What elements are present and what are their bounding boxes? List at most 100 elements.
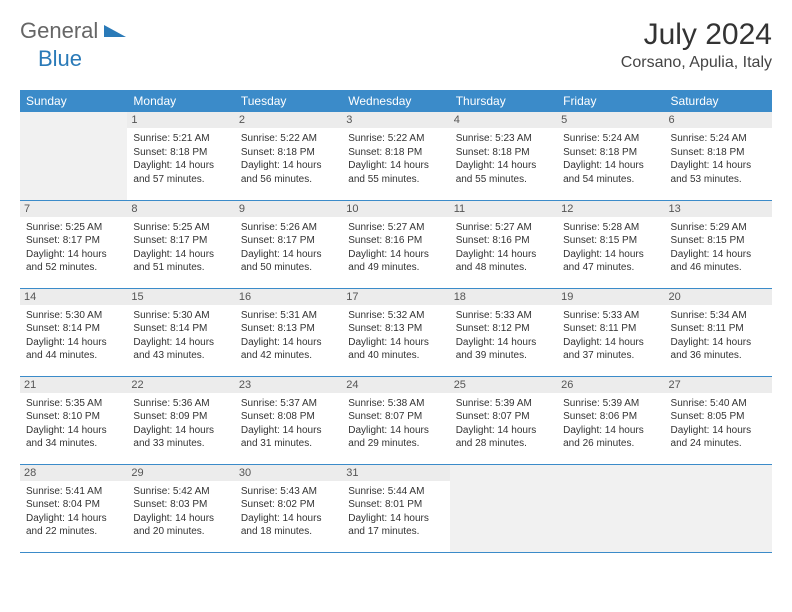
- day-info: Sunrise: 5:25 AMSunset: 8:17 PMDaylight:…: [26, 221, 121, 275]
- calendar-day-cell: 6 Sunrise: 5:24 AMSunset: 8:18 PMDaylight…: [665, 112, 772, 200]
- day-info: Sunrise: 5:39 AMSunset: 8:06 PMDaylight:…: [563, 397, 658, 451]
- calendar-day-cell: 4 Sunrise: 5:23 AMSunset: 8:18 PMDaylight…: [450, 112, 557, 200]
- day-number: 26: [557, 377, 664, 393]
- day-info: Sunrise: 5:33 AMSunset: 8:12 PMDaylight:…: [456, 309, 551, 363]
- calendar-empty-cell: [20, 112, 127, 200]
- day-number: 22: [127, 377, 234, 393]
- calendar-day-cell: 18 Sunrise: 5:33 AMSunset: 8:12 PMDayligh…: [450, 288, 557, 376]
- calendar-day-cell: 25 Sunrise: 5:39 AMSunset: 8:07 PMDayligh…: [450, 376, 557, 464]
- day-number: 16: [235, 289, 342, 305]
- day-number: 18: [450, 289, 557, 305]
- day-info: Sunrise: 5:30 AMSunset: 8:14 PMDaylight:…: [133, 309, 228, 363]
- day-number: 6: [665, 112, 772, 128]
- calendar-day-cell: 31 Sunrise: 5:44 AMSunset: 8:01 PMDayligh…: [342, 464, 449, 552]
- day-number: 15: [127, 289, 234, 305]
- day-number: 21: [20, 377, 127, 393]
- calendar-day-cell: 12Sunrise: 5:28 AMSunset: 8:15 PMDayligh…: [557, 200, 664, 288]
- day-info: Sunrise: 5:43 AMSunset: 8:02 PMDaylight:…: [241, 485, 336, 539]
- weekday-header: Friday: [557, 90, 664, 112]
- calendar-day-cell: 17 Sunrise: 5:32 AMSunset: 8:13 PMDayligh…: [342, 288, 449, 376]
- day-number: 24: [342, 377, 449, 393]
- day-number: 23: [235, 377, 342, 393]
- calendar-day-cell: 7 Sunrise: 5:25 AMSunset: 8:17 PMDaylight…: [20, 200, 127, 288]
- calendar-day-cell: 26 Sunrise: 5:39 AMSunset: 8:06 PMDayligh…: [557, 376, 664, 464]
- calendar-day-cell: 2Sunrise: 5:22 AMSunset: 8:18 PMDaylight…: [235, 112, 342, 200]
- day-info: Sunrise: 5:34 AMSunset: 8:11 PMDaylight:…: [671, 309, 766, 363]
- calendar-day-cell: 11 Sunrise: 5:27 AMSunset: 8:16 PMDayligh…: [450, 200, 557, 288]
- day-info: Sunrise: 5:42 AMSunset: 8:03 PMDaylight:…: [133, 485, 228, 539]
- day-info: Sunrise: 5:32 AMSunset: 8:13 PMDaylight:…: [348, 309, 443, 363]
- day-info: Sunrise: 5:37 AMSunset: 8:08 PMDaylight:…: [241, 397, 336, 451]
- calendar-day-cell: 9Sunrise: 5:26 AMSunset: 8:17 PMDaylight…: [235, 200, 342, 288]
- calendar-day-cell: 3 Sunrise: 5:22 AMSunset: 8:18 PMDaylight…: [342, 112, 449, 200]
- day-info: Sunrise: 5:27 AMSunset: 8:16 PMDaylight:…: [348, 221, 443, 275]
- calendar-body: 1 Sunrise: 5:21 AMSunset: 8:18 PMDaylight…: [20, 112, 772, 552]
- day-info: Sunrise: 5:27 AMSunset: 8:16 PMDaylight:…: [456, 221, 551, 275]
- calendar-day-cell: 1 Sunrise: 5:21 AMSunset: 8:18 PMDaylight…: [127, 112, 234, 200]
- calendar-day-cell: 30 Sunrise: 5:43 AMSunset: 8:02 PMDayligh…: [235, 464, 342, 552]
- day-number: 28: [20, 465, 127, 481]
- calendar-row: 1 Sunrise: 5:21 AMSunset: 8:18 PMDaylight…: [20, 112, 772, 200]
- calendar-day-cell: 10 Sunrise: 5:27 AMSunset: 8:16 PMDayligh…: [342, 200, 449, 288]
- day-info: Sunrise: 5:25 AMSunset: 8:17 PMDaylight:…: [133, 221, 228, 275]
- day-number: 8: [127, 201, 234, 217]
- day-number: 11: [450, 201, 557, 217]
- day-number: 31: [342, 465, 449, 481]
- day-info: Sunrise: 5:39 AMSunset: 8:07 PMDaylight:…: [456, 397, 551, 451]
- calendar-day-cell: 22 Sunrise: 5:36 AMSunset: 8:09 PMDayligh…: [127, 376, 234, 464]
- calendar-day-cell: 29 Sunrise: 5:42 AMSunset: 8:03 PMDayligh…: [127, 464, 234, 552]
- logo-text-blue: Blue: [38, 46, 82, 72]
- day-number: 17: [342, 289, 449, 305]
- calendar-day-cell: 21 Sunrise: 5:35 AMSunset: 8:10 PMDayligh…: [20, 376, 127, 464]
- day-info: Sunrise: 5:22 AMSunset: 8:18 PMDaylight:…: [241, 132, 336, 186]
- calendar-row: 14 Sunrise: 5:30 AMSunset: 8:14 PMDayligh…: [20, 288, 772, 376]
- day-number: 4: [450, 112, 557, 128]
- weekday-header: Sunday: [20, 90, 127, 112]
- calendar-day-cell: 15 Sunrise: 5:30 AMSunset: 8:14 PMDayligh…: [127, 288, 234, 376]
- calendar-empty-cell: [665, 464, 772, 552]
- calendar-row: 7 Sunrise: 5:25 AMSunset: 8:17 PMDaylight…: [20, 200, 772, 288]
- day-number: 25: [450, 377, 557, 393]
- day-info: Sunrise: 5:36 AMSunset: 8:09 PMDaylight:…: [133, 397, 228, 451]
- calendar-row: 21 Sunrise: 5:35 AMSunset: 8:10 PMDayligh…: [20, 376, 772, 464]
- calendar-day-cell: 27Sunrise: 5:40 AMSunset: 8:05 PMDayligh…: [665, 376, 772, 464]
- month-title: July 2024: [621, 18, 772, 52]
- calendar-empty-cell: [450, 464, 557, 552]
- day-number: 13: [665, 201, 772, 217]
- day-number: 1: [127, 112, 234, 128]
- day-number: 3: [342, 112, 449, 128]
- day-number: 27: [665, 377, 772, 393]
- day-info: Sunrise: 5:35 AMSunset: 8:10 PMDaylight:…: [26, 397, 121, 451]
- day-number: 5: [557, 112, 664, 128]
- calendar-day-cell: 23 Sunrise: 5:37 AMSunset: 8:08 PMDayligh…: [235, 376, 342, 464]
- logo-text-general: General: [20, 18, 98, 44]
- logo-triangle-icon: [104, 25, 126, 37]
- day-number: 9: [235, 201, 342, 217]
- weekday-header: Thursday: [450, 90, 557, 112]
- day-number: 14: [20, 289, 127, 305]
- day-info: Sunrise: 5:22 AMSunset: 8:18 PMDaylight:…: [348, 132, 443, 186]
- day-info: Sunrise: 5:41 AMSunset: 8:04 PMDaylight:…: [26, 485, 121, 539]
- calendar-day-cell: 19Sunrise: 5:33 AMSunset: 8:11 PMDayligh…: [557, 288, 664, 376]
- day-info: Sunrise: 5:30 AMSunset: 8:14 PMDaylight:…: [26, 309, 121, 363]
- calendar-day-cell: 13Sunrise: 5:29 AMSunset: 8:15 PMDayligh…: [665, 200, 772, 288]
- day-number: 7: [20, 201, 127, 217]
- day-info: Sunrise: 5:24 AMSunset: 8:18 PMDaylight:…: [671, 132, 766, 186]
- day-info: Sunrise: 5:44 AMSunset: 8:01 PMDaylight:…: [348, 485, 443, 539]
- day-info: Sunrise: 5:23 AMSunset: 8:18 PMDaylight:…: [456, 132, 551, 186]
- day-number: 30: [235, 465, 342, 481]
- weekday-header: Tuesday: [235, 90, 342, 112]
- calendar-day-cell: 20Sunrise: 5:34 AMSunset: 8:11 PMDayligh…: [665, 288, 772, 376]
- title-block: July 2024 Corsano, Apulia, Italy: [621, 18, 772, 72]
- calendar-day-cell: 28 Sunrise: 5:41 AMSunset: 8:04 PMDayligh…: [20, 464, 127, 552]
- day-number: 29: [127, 465, 234, 481]
- calendar-day-cell: 8 Sunrise: 5:25 AMSunset: 8:17 PMDaylight…: [127, 200, 234, 288]
- calendar-header-row: SundayMondayTuesdayWednesdayThursdayFrid…: [20, 90, 772, 112]
- day-info: Sunrise: 5:21 AMSunset: 8:18 PMDaylight:…: [133, 132, 228, 186]
- calendar-empty-cell: [557, 464, 664, 552]
- day-number: 10: [342, 201, 449, 217]
- calendar-day-cell: 16Sunrise: 5:31 AMSunset: 8:13 PMDayligh…: [235, 288, 342, 376]
- calendar-row: 28 Sunrise: 5:41 AMSunset: 8:04 PMDayligh…: [20, 464, 772, 552]
- header: General July 2024 Corsano, Apulia, Italy: [20, 18, 772, 72]
- day-info: Sunrise: 5:24 AMSunset: 8:18 PMDaylight:…: [563, 132, 658, 186]
